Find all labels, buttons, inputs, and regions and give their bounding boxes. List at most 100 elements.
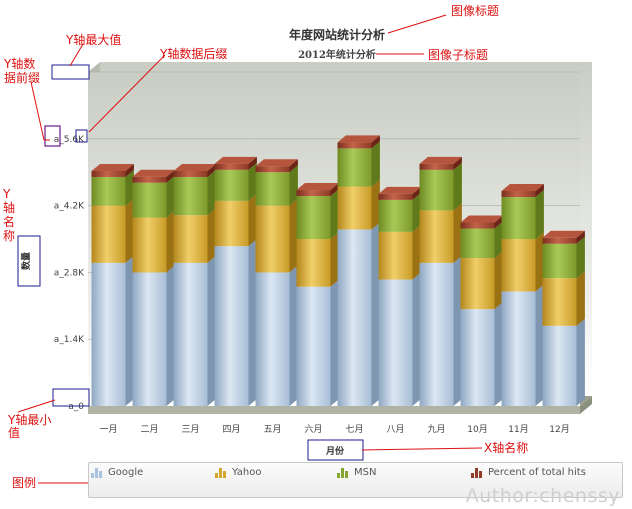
bar-top (91, 163, 134, 171)
bar-cap (132, 176, 167, 183)
bar-stack (542, 230, 585, 406)
legend-item[interactable]: Percent of total hits (471, 467, 611, 479)
bar-side (125, 169, 134, 206)
bar-side (289, 165, 298, 206)
bar-segment (501, 197, 536, 239)
y-tick-labels: a_0a_1.4Ka_2.8Ka_4.2Ka_5.6Ka_7K (54, 68, 85, 412)
bar-segment (378, 231, 413, 280)
bar-side (494, 251, 503, 310)
legend-item[interactable]: MSN (337, 467, 447, 479)
x-tick-label: 七月 (345, 424, 363, 435)
bar-side (207, 255, 216, 406)
bar-segment (132, 272, 167, 406)
annotation-ysuffix: Y轴数据后缀 (159, 46, 227, 61)
bar-top (337, 135, 380, 143)
legend-item[interactable]: Google (91, 467, 201, 479)
bar-top (542, 230, 585, 238)
bar-segment (337, 148, 372, 187)
ymax-box (51, 64, 90, 80)
bar-stack (419, 156, 462, 406)
bar-cap (214, 163, 249, 170)
bar-segment (255, 272, 290, 406)
bar-side (453, 255, 462, 406)
legend-item[interactable]: Yahoo (215, 467, 325, 479)
bar-segment (296, 286, 331, 406)
x-tick-label: 八月 (386, 424, 404, 435)
bar-side (166, 265, 175, 406)
bar-side (576, 318, 585, 406)
y-tick-label: a_1.4K (54, 335, 85, 345)
bar-segment (337, 229, 372, 406)
bar-side (453, 203, 462, 263)
bar-segment (173, 262, 208, 406)
legend-bar-icon (337, 468, 348, 478)
bar-cap-side (166, 169, 175, 183)
bar-stack (460, 215, 503, 406)
annotation-xname: X轴名称 (484, 440, 528, 455)
bar-stack (337, 135, 380, 406)
bar-cap-side (330, 183, 339, 197)
bar-segment (542, 243, 577, 279)
bar-side (330, 232, 339, 287)
x-tick-label: 11月 (508, 424, 528, 435)
annotation-lines (17, 14, 483, 484)
y-axis-label: 数量 (20, 252, 32, 270)
bar-cap-side (248, 156, 257, 170)
bar-cap-side (576, 230, 585, 244)
x-tick-label: 九月 (427, 424, 445, 435)
bar-cap (460, 222, 495, 229)
annotation-ymax: Y轴最大值 (65, 32, 121, 47)
bar-side (166, 210, 175, 273)
bar-top (255, 159, 298, 167)
legend-bar-icon (471, 468, 482, 478)
bar-segment (255, 172, 290, 206)
bar-top (296, 183, 339, 191)
bar-side (248, 239, 257, 406)
bar-stack (255, 159, 298, 406)
bar-side (207, 169, 216, 216)
bar-side (576, 236, 585, 279)
bar-side (535, 232, 544, 292)
bar-side (494, 221, 503, 259)
bar-segment (337, 186, 372, 230)
bar-stack (501, 184, 544, 406)
legend-label: Percent of total hits (488, 467, 586, 478)
bar-cap-side (371, 135, 380, 149)
y-tick-label: a_5.6K (54, 135, 85, 145)
bar-stack (173, 163, 216, 406)
bar-stack (132, 169, 175, 406)
bar-segment (173, 176, 208, 216)
bar-cap-side (494, 215, 503, 229)
bar-segment (460, 309, 495, 406)
author-watermark: Author:chenssy (465, 485, 620, 507)
annotation-title: 图像标题 (451, 4, 499, 18)
annotation-subtitle: 图像子标题 (428, 48, 488, 62)
bar-side (166, 175, 175, 218)
bars (91, 135, 585, 406)
annotation-yprefix: Y轴数据前缀 (3, 56, 40, 85)
bar-stack (91, 163, 134, 406)
x-tick-label: 10月 (467, 424, 487, 435)
bar-segment (91, 205, 126, 263)
bar-cap (173, 170, 208, 177)
legend-label: Yahoo (232, 467, 262, 478)
bar-cap (501, 191, 536, 198)
annotation-texts: 图像标题 图像子标题 Y轴最大值 Y轴数据后缀 Y轴数据前缀 Y 轴名称 Y轴最小… (2, 4, 528, 490)
bar-side (330, 189, 339, 239)
bar-side (494, 302, 503, 406)
bar-top (419, 156, 462, 164)
bar-cap-side (412, 186, 421, 200)
bar-side (371, 141, 380, 187)
bar-top (378, 186, 421, 194)
bar-segment (378, 199, 413, 232)
bar-stack (378, 186, 421, 406)
bar-side (535, 190, 544, 239)
bar-segment (214, 246, 249, 406)
bar-cap (419, 163, 454, 170)
bar-side (453, 162, 462, 211)
yprefix-box (44, 125, 61, 147)
bar-segment (419, 210, 454, 263)
bar-segment (214, 169, 249, 201)
bar-segment (460, 258, 495, 310)
bar-side (207, 208, 216, 263)
